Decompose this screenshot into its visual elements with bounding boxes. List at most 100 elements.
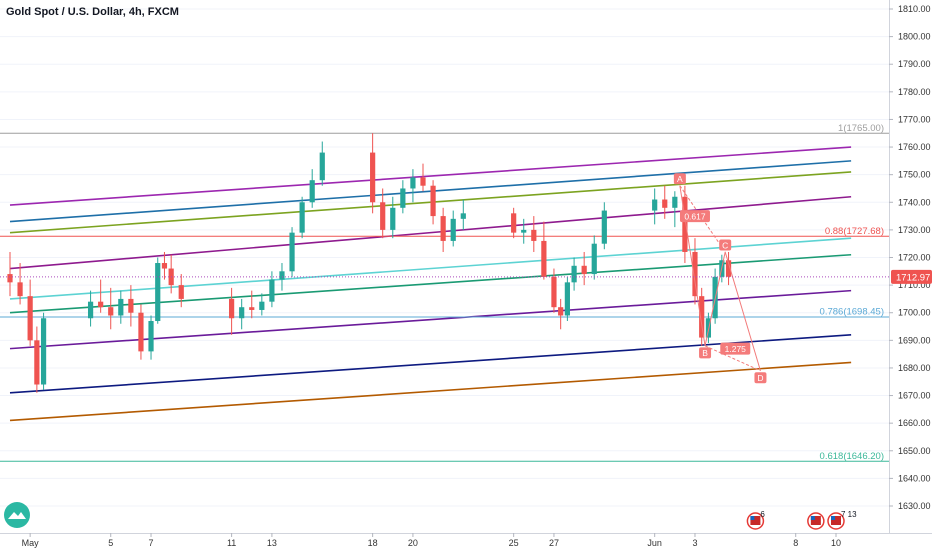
candle xyxy=(128,285,134,327)
pattern-point-c[interactable]: C xyxy=(719,239,732,251)
candle-body xyxy=(460,213,466,219)
candle xyxy=(118,290,124,324)
candle xyxy=(279,263,285,291)
y-tick-label: 1780.00 xyxy=(898,87,931,97)
candle-body xyxy=(430,185,436,217)
x-tick-label: 18 xyxy=(368,538,378,548)
candle-body xyxy=(581,265,587,275)
last-price-badge: 1712.97 xyxy=(891,269,932,284)
candle xyxy=(692,238,698,305)
y-tick-label: 1700.00 xyxy=(898,308,931,318)
pattern-ratio-box xyxy=(679,210,710,223)
candle-body xyxy=(571,265,577,283)
pattern-point-a[interactable]: A xyxy=(673,173,686,185)
candle-body xyxy=(699,296,705,338)
candle xyxy=(108,287,114,330)
candle xyxy=(299,196,305,239)
candle-body xyxy=(400,188,406,208)
candle xyxy=(672,191,678,228)
candle-body xyxy=(390,207,396,230)
us-flag-event-icon[interactable]: 6 xyxy=(746,510,765,530)
y-tick-label: 1760.00 xyxy=(898,142,931,152)
candle-body xyxy=(27,296,33,341)
pattern-line[interactable] xyxy=(679,185,761,371)
candle-body xyxy=(289,232,295,272)
candle xyxy=(249,290,255,319)
candle-body xyxy=(319,152,325,181)
fib-level-label: 0.618(1646.20) xyxy=(820,451,884,462)
candle xyxy=(558,298,564,330)
harmonic-pattern[interactable]: A B C D 0.617 1.275 xyxy=(673,173,767,384)
tradingview-logo-icon[interactable] xyxy=(4,502,30,528)
y-tick-label: 1680.00 xyxy=(898,363,931,373)
candle xyxy=(581,251,587,286)
x-tick-label: 10 xyxy=(831,538,841,548)
trend-line[interactable] xyxy=(9,361,852,422)
candle xyxy=(699,287,705,346)
y-tick-label: 1710.00 xyxy=(898,280,931,290)
candle xyxy=(682,185,688,264)
trend-line[interactable] xyxy=(9,237,852,300)
candle xyxy=(390,196,396,239)
candle xyxy=(309,169,315,208)
trend-line[interactable] xyxy=(9,195,852,270)
candle-body xyxy=(564,282,570,316)
candle-body xyxy=(511,213,517,233)
candle-body xyxy=(279,271,285,280)
y-tick-label: 1630.00 xyxy=(898,501,931,511)
candle-body xyxy=(17,282,23,297)
candle-body xyxy=(420,177,426,186)
candle-body xyxy=(370,152,376,203)
flag-canton xyxy=(750,516,755,520)
flag-canton xyxy=(810,516,815,520)
us-flag-event-icon[interactable]: 7 13 xyxy=(827,510,857,530)
x-tick-label: Jun xyxy=(647,538,662,548)
candle xyxy=(571,257,577,291)
candle-body xyxy=(299,202,305,233)
candle xyxy=(7,251,13,297)
candle xyxy=(155,257,161,324)
trend-line[interactable] xyxy=(9,253,852,314)
pattern-point-label: B xyxy=(702,348,708,358)
candle xyxy=(662,185,668,219)
pattern-ratio-label: 1.275 xyxy=(725,344,747,354)
x-tick-label: 5 xyxy=(108,538,113,548)
y-tick-label: 1670.00 xyxy=(898,391,931,401)
x-axis[interactable]: May 5 7 11 13 18 20 25 27 Jun 3 8 10 xyxy=(22,533,841,548)
fib-levels[interactable]: 1(1765.00) 0.88(1727.68) 0.786(1698.45) 0.6… xyxy=(0,123,889,462)
candle-body xyxy=(591,243,597,275)
event-count: 7 13 xyxy=(841,510,857,519)
candle-body xyxy=(249,307,255,310)
candle-body xyxy=(87,301,94,319)
candle xyxy=(40,312,47,391)
candle xyxy=(564,276,570,322)
candle xyxy=(34,326,40,393)
pattern-point-d[interactable]: D xyxy=(754,372,767,384)
candle-body xyxy=(98,301,104,308)
candle-body xyxy=(309,180,315,203)
pattern-point-b[interactable]: B xyxy=(699,347,712,359)
candle-body xyxy=(161,263,168,269)
trend-line[interactable] xyxy=(9,146,852,206)
us-flag-event-icon[interactable] xyxy=(807,512,825,530)
events-row[interactable]: 6 7 13 xyxy=(746,510,857,530)
candle xyxy=(380,188,386,239)
fib-level-label: 0.786(1698.45) xyxy=(820,307,884,318)
candle xyxy=(531,216,537,252)
candle xyxy=(259,293,265,316)
y-axis[interactable]: 1630.00 1640.00 1650.00 1660.00 1670.00 1680.… xyxy=(889,4,931,511)
candle-body xyxy=(259,301,265,310)
trend-line[interactable] xyxy=(9,334,852,394)
candle xyxy=(551,268,557,313)
candle-body xyxy=(558,307,564,316)
candle-body xyxy=(380,202,386,230)
x-tick-label: 8 xyxy=(793,538,798,548)
y-tick-label: 1730.00 xyxy=(898,225,931,235)
candle xyxy=(652,188,658,225)
y-tick-label: 1650.00 xyxy=(898,446,931,456)
candle xyxy=(601,202,607,250)
